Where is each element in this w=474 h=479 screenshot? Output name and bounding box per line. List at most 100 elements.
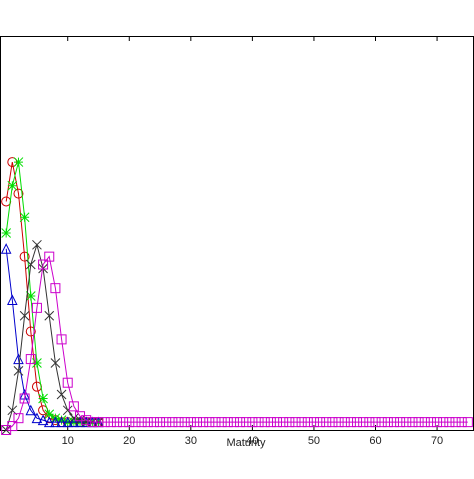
- square-marker: [339, 417, 350, 428]
- square-marker: [321, 417, 332, 428]
- square-marker: [191, 417, 202, 428]
- square-marker: [450, 417, 461, 428]
- triangle-marker: [13, 353, 24, 365]
- asterisk-marker: [7, 180, 18, 191]
- series-layer: [0, 157, 473, 435]
- square-marker: [179, 417, 190, 428]
- x-marker: [13, 366, 24, 376]
- asterisk-marker: [38, 393, 48, 404]
- square-marker: [198, 417, 209, 428]
- square-marker: [395, 417, 406, 428]
- square-marker: [7, 421, 18, 432]
- square-marker: [185, 417, 196, 428]
- x-tick-label: 30: [185, 435, 197, 447]
- square-marker: [68, 401, 79, 412]
- square-marker: [456, 417, 467, 428]
- x-marker: [56, 389, 67, 400]
- asterisk-marker: [19, 212, 30, 223]
- circle-marker: [19, 251, 30, 262]
- triangle-marker: [31, 412, 43, 424]
- series-line: [5, 248, 99, 423]
- square-marker: [130, 417, 141, 428]
- series-4: [1, 251, 473, 435]
- square-marker: [284, 417, 295, 428]
- triangle-marker: [50, 416, 61, 428]
- x-tick-label: 10: [62, 435, 74, 447]
- x-tick-label: 40: [246, 435, 258, 447]
- square-marker: [358, 417, 369, 428]
- series-line: [5, 255, 468, 431]
- square-marker: [352, 417, 363, 428]
- square-marker: [56, 334, 67, 345]
- square-marker: [327, 417, 338, 428]
- x-marker: [75, 415, 85, 426]
- square-marker: [1, 425, 12, 435]
- asterisk-marker: [32, 358, 42, 368]
- plot-frame: [0, 36, 474, 431]
- square-marker: [99, 417, 110, 428]
- square-marker: [204, 417, 215, 428]
- triangle-marker: [25, 404, 37, 416]
- triangle-marker: [43, 416, 55, 428]
- square-marker: [253, 417, 264, 428]
- square-marker: [432, 417, 443, 428]
- square-marker: [31, 302, 42, 313]
- asterisk-marker: [44, 409, 55, 420]
- square-marker: [167, 417, 178, 428]
- square-marker: [173, 417, 184, 428]
- square-marker: [345, 417, 356, 428]
- square-marker: [81, 415, 92, 426]
- x-axis-title: Maturity: [226, 437, 266, 449]
- square-marker: [111, 417, 122, 428]
- square-marker: [290, 417, 301, 428]
- asterisk-marker: [13, 157, 24, 167]
- square-marker: [302, 417, 313, 428]
- square-marker: [241, 417, 252, 428]
- square-marker: [161, 417, 172, 428]
- square-marker: [272, 417, 283, 428]
- x-marker: [19, 310, 30, 321]
- x-marker: [62, 405, 73, 416]
- square-marker: [50, 283, 61, 294]
- triangle-marker: [0, 243, 12, 254]
- square-marker: [333, 417, 344, 428]
- square-marker: [247, 417, 258, 428]
- circle-marker: [25, 326, 36, 337]
- square-marker: [62, 377, 73, 388]
- square-marker: [376, 417, 387, 428]
- square-marker: [228, 417, 239, 428]
- x-tick-label: 60: [369, 435, 381, 447]
- square-marker: [278, 417, 289, 428]
- square-marker: [118, 417, 129, 428]
- square-marker: [364, 417, 375, 428]
- square-marker: [235, 417, 246, 428]
- square-marker: [407, 417, 418, 428]
- triangle-marker: [56, 416, 67, 428]
- square-marker: [142, 417, 153, 428]
- square-marker: [462, 417, 473, 428]
- square-marker: [413, 417, 424, 428]
- square-marker: [216, 417, 227, 428]
- square-marker: [19, 393, 30, 404]
- square-marker: [148, 417, 159, 428]
- square-marker: [296, 417, 307, 428]
- square-marker: [259, 417, 270, 428]
- x-marker: [25, 259, 36, 270]
- square-marker: [124, 417, 135, 428]
- square-marker: [265, 417, 276, 428]
- square-marker: [370, 417, 381, 428]
- circle-marker: [13, 188, 24, 199]
- triangle-marker: [68, 416, 80, 428]
- asterisk-marker: [56, 415, 67, 426]
- square-marker: [222, 417, 233, 428]
- square-marker: [315, 417, 326, 428]
- square-marker: [44, 251, 55, 262]
- square-marker: [87, 417, 98, 428]
- square-marker: [25, 354, 36, 365]
- asterisk-marker: [1, 228, 12, 238]
- triangle-marker: [37, 414, 49, 426]
- asterisk-marker: [25, 291, 36, 301]
- square-marker: [419, 417, 430, 428]
- x-marker: [32, 239, 42, 250]
